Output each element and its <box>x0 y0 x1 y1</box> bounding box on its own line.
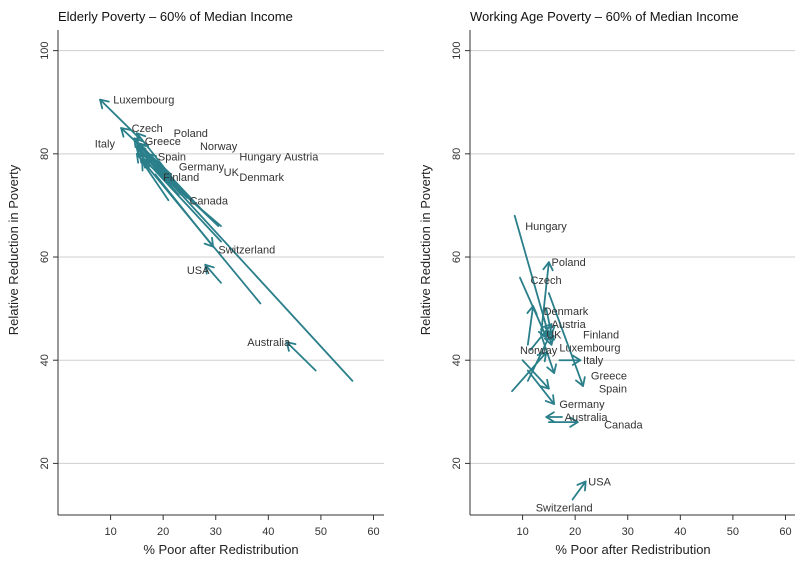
y-axis-label: Relative Reduction in Poverty <box>6 164 21 335</box>
country-label: Czech <box>530 275 561 287</box>
x-tick-label: 60 <box>367 526 379 538</box>
y-tick-label: 40 <box>39 354 51 366</box>
arrow-canada <box>547 416 579 428</box>
country-label: Switzerland <box>536 502 593 514</box>
country-label: Greece <box>145 136 181 148</box>
elderly-poverty-panel: Elderly Poverty – 60% of Median Income 2… <box>6 9 384 557</box>
country-label: Hungary <box>525 221 567 233</box>
panel-title: Working Age Poverty – 60% of Median Inco… <box>470 9 739 24</box>
y-tick-label: 100 <box>451 41 463 59</box>
country-label: Greece <box>591 371 627 383</box>
x-tick-label: 30 <box>622 526 634 538</box>
country-label: Spain <box>158 151 186 163</box>
country-label: Canada <box>604 420 643 432</box>
axes: 20 40 60 80 100 10 20 30 40 50 60 <box>451 30 795 538</box>
country-label: Norway <box>520 345 558 357</box>
y-tick-label: 20 <box>39 457 51 469</box>
country-label: Germany <box>179 162 225 174</box>
y-tick-label: 80 <box>451 148 463 160</box>
arrow-canada <box>146 158 180 197</box>
arrow-switzerland <box>544 307 556 336</box>
x-axis-label: % Poor after Redistribution <box>143 542 298 557</box>
x-axis-label: % Poor after Redistribution <box>555 542 710 557</box>
arrow-poland <box>540 261 554 336</box>
x-tick-label: 10 <box>104 526 116 538</box>
arrow-spain <box>521 359 550 390</box>
y-tick-label: 40 <box>451 354 463 366</box>
country-label: Poland <box>174 128 208 140</box>
country-label: UK <box>224 167 240 179</box>
country-label: USA <box>588 476 611 488</box>
country-label: Spain <box>599 384 627 396</box>
arrow-denmark <box>526 305 538 346</box>
country-label: Finland <box>583 329 619 341</box>
x-tick-label: 20 <box>157 526 169 538</box>
x-tick-label: 50 <box>727 526 739 538</box>
y-tick-label: 60 <box>451 251 463 263</box>
x-tick-label: 30 <box>210 526 222 538</box>
x-tick-label: 40 <box>674 526 686 538</box>
arrow-australia <box>285 341 317 372</box>
country-label: Denmark <box>544 306 589 318</box>
x-tick-label: 50 <box>315 526 327 538</box>
country-label: Norway <box>200 141 238 153</box>
arrow-finland <box>547 292 586 387</box>
country-label: Italy <box>95 139 116 151</box>
country-label: Luxembourg <box>559 342 620 354</box>
x-tick-label: 20 <box>569 526 581 538</box>
country-label: Finland <box>163 172 199 184</box>
country-label: Luxembourg <box>113 95 174 107</box>
arrow-usa <box>204 263 222 284</box>
working-age-poverty-panel: Working Age Poverty – 60% of Median Inco… <box>418 9 795 557</box>
x-tick-label: 10 <box>516 526 528 538</box>
y-tick-label: 100 <box>39 41 51 59</box>
country-label: Hungary <box>239 151 281 163</box>
arrows <box>99 98 354 382</box>
country-label: Poland <box>552 257 586 269</box>
arrow-usa <box>571 480 587 501</box>
y-tick-label: 80 <box>39 148 51 160</box>
country-label: USA <box>187 265 210 277</box>
country-label: Switzerland <box>218 244 275 256</box>
arrow-germany <box>526 369 556 405</box>
country-label: UK <box>546 329 562 341</box>
arrow-luxembourg <box>99 98 141 140</box>
country-label: Austria <box>552 319 587 331</box>
country-label: Italy <box>583 355 604 367</box>
y-tick-label: 60 <box>39 251 51 263</box>
x-tick-label: 60 <box>779 526 791 538</box>
y-tick-label: 20 <box>451 457 463 469</box>
country-label: Australia <box>247 337 291 349</box>
arrow-italy <box>558 354 582 366</box>
arrow-switzerland <box>154 173 215 248</box>
arrows <box>511 214 587 501</box>
country-label: Germany <box>559 399 605 411</box>
country-label: Austria <box>284 151 319 163</box>
country-label: Denmark <box>239 172 284 184</box>
panel-title: Elderly Poverty – 60% of Median Income <box>58 9 293 24</box>
country-labels: Luxembourg Czech Poland Italy Greece Norway Sp… <box>95 95 319 350</box>
y-axis-label: Relative Reduction in Poverty <box>418 164 433 335</box>
country-label: Canada <box>189 195 228 207</box>
country-label: Australia <box>565 412 609 424</box>
axes: 20 40 60 80 100 10 20 30 40 50 60 <box>39 30 384 538</box>
x-tick-label: 40 <box>262 526 274 538</box>
arrow-greece <box>540 333 558 375</box>
arrow-australia <box>545 411 563 423</box>
country-label: Czech <box>132 123 163 135</box>
